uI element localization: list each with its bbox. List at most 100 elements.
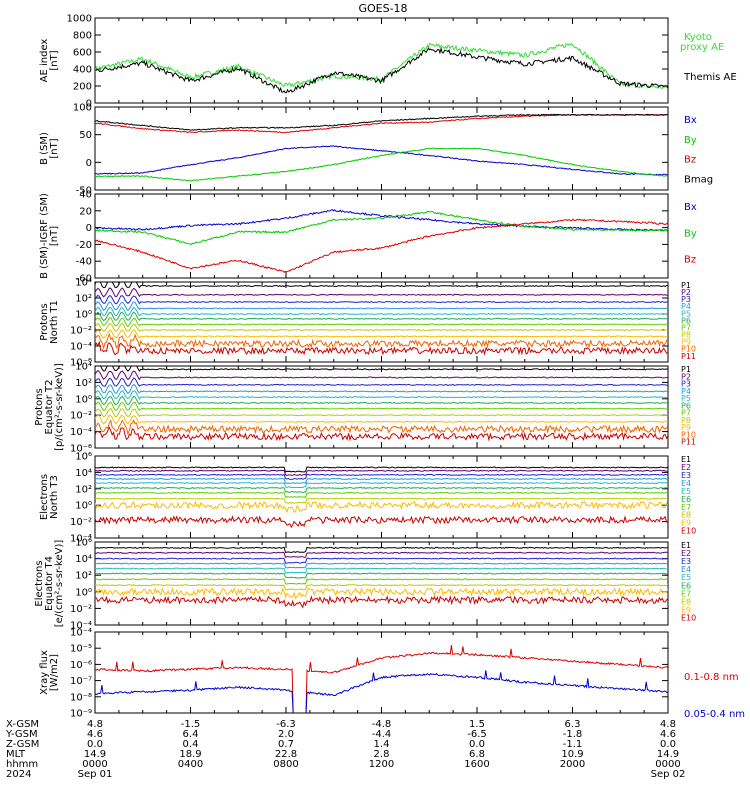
series-line-bz [95, 113, 668, 134]
ytick-label: -20 [76, 240, 92, 251]
ytick-label: 10⁴ [75, 554, 92, 565]
footer-cell: 0.0 [660, 739, 676, 750]
channel-line-e1 [95, 466, 668, 473]
footer-cell: 0000 [655, 759, 680, 770]
ytick-label: 0 [86, 158, 92, 169]
footer-cell: 22.8 [275, 749, 297, 760]
footer-cell: -6.5 [467, 729, 487, 740]
ytick-label: 10⁻² [70, 517, 92, 528]
ylabel-e1: North T3 [49, 475, 60, 519]
panel-frame-xray [94, 631, 669, 714]
ytick-label: -40 [76, 257, 92, 268]
footer-cell: 0800 [273, 759, 298, 770]
channel-line-e3 [95, 557, 668, 564]
channel-line-e5 [95, 481, 668, 489]
channel-line-e7 [95, 491, 668, 499]
channel-line-p10 [95, 419, 668, 436]
legend-item-p8: P8 [681, 331, 691, 340]
footer-cell: 6.8 [469, 749, 485, 760]
legend-item-e8: E8 [681, 597, 691, 606]
ytick-label: 10⁴ [75, 278, 92, 289]
footer-row-label: 2024 [6, 769, 31, 780]
legend-item-e6: E6 [681, 495, 691, 504]
ylabel-e2: [e/(cm²-s-sr-keV)] [54, 540, 65, 628]
channel-line-p3 [95, 294, 668, 305]
footer-cell: -1.5 [181, 719, 201, 730]
legend-item-e4: E4 [681, 479, 691, 488]
footer-cell: 2000 [560, 759, 585, 770]
ytick-label: 10⁻⁶ [70, 660, 92, 671]
ytick-label: 10⁰ [75, 394, 92, 405]
panel-xray: 10⁻⁹ 10⁻⁸ 10⁻⁷ 10⁻⁶ 10⁻⁵ 10⁻⁴ Xray flux [W/m2] 0… [39, 628, 745, 721]
series-line-themis-ae [95, 46, 668, 94]
footer-cell: 4.8 [660, 719, 676, 730]
plot-area-p2 [95, 366, 668, 442]
legend-bdiff: Bx By Bz [684, 202, 697, 266]
channel-line-e2 [95, 551, 668, 559]
channel-line-p4 [95, 383, 668, 395]
footer-axis-table: X-GSMY-GSMZ-GSMMLThhmm20244.84.60.014.90… [5, 719, 685, 780]
channel-line-e5 [95, 567, 668, 574]
legend-item-e1: E1 [681, 541, 691, 550]
footer-cell: 1.4 [374, 739, 390, 750]
channel-line-e1 [95, 546, 668, 553]
legend-item-e10: E10 [681, 527, 696, 536]
legend-item-p7: P7 [681, 323, 691, 332]
legend-item-p11: P11 [681, 438, 696, 447]
ylabel-p1: North T1 [49, 300, 60, 344]
legend-item-p11: P11 [681, 352, 696, 361]
channel-line-p8 [95, 407, 668, 418]
legend-item-p5: P5 [681, 309, 691, 318]
series-line-bz [95, 218, 668, 273]
legend-item-e3: E3 [681, 471, 691, 480]
channel-line-p6 [95, 395, 668, 406]
ytick-label: 0 [86, 223, 92, 234]
panel-frame-e2 [94, 541, 669, 626]
channel-line-p11 [95, 340, 668, 356]
ytick-label: 0 [86, 99, 92, 110]
channel-line-p1 [95, 366, 668, 372]
series-line-0-1-0-8-nm [95, 645, 668, 713]
legend-xray: 0.1-0.8 nm 0.05-0.4 nm [684, 672, 745, 720]
ytick-label: 100 [73, 103, 92, 114]
ylabel-xray: [W/m2] [49, 654, 60, 691]
footer-cell: -4.8 [372, 719, 392, 730]
ytick-label: 1000 [67, 14, 92, 25]
footer-cell: 1600 [464, 759, 489, 770]
footer-cell: 0.4 [183, 739, 199, 750]
legend-item-e5: E5 [681, 487, 691, 496]
legend-item-p9: P9 [681, 423, 691, 432]
footer-cell: 6.3 [565, 719, 581, 730]
legend-item-p4: P4 [681, 302, 691, 311]
footer-cell: -1.1 [563, 739, 583, 750]
channel-line-e6 [95, 572, 668, 579]
channel-line-p7 [95, 317, 668, 328]
footer-cell: 14.9 [657, 749, 679, 760]
ytick-label: 10⁻⁴ [70, 427, 92, 438]
series-line-bx [95, 145, 668, 176]
ytick-label: 10⁻⁹ [70, 709, 92, 720]
footer-cell: 0.7 [278, 739, 294, 750]
footer-row-label: hhmm [6, 759, 38, 770]
ylabel-e2: Electrons [34, 560, 45, 606]
plot-area-xray [95, 645, 668, 713]
legend-item-p2: P2 [681, 372, 691, 381]
footer-cell: 18.9 [179, 749, 201, 760]
ytick-label: 10⁻⁷ [70, 676, 92, 687]
legend-item-p6: P6 [681, 401, 691, 410]
legend-item-p1: P1 [681, 365, 691, 374]
ylabel-bdiff: B (SM)-IGRF (SM) [39, 193, 50, 279]
footer-cell: 10.9 [561, 749, 583, 760]
ytick-label: 10⁰ [75, 310, 92, 321]
footer-cell: 2.8 [374, 749, 390, 760]
channel-line-p9 [95, 414, 668, 425]
ytick-label: 10² [75, 378, 92, 389]
ytick-label: 10⁻⁴ [70, 534, 92, 545]
legend-item-by: By [684, 135, 697, 146]
legend-item-p5: P5 [681, 394, 691, 403]
channel-line-e10 [95, 595, 668, 609]
legend-item-p6: P6 [681, 316, 691, 325]
footer-row-label: X-GSM [6, 719, 39, 730]
ytick-label: 10⁻⁸ [70, 692, 92, 703]
plot-area-p1 [95, 282, 668, 356]
